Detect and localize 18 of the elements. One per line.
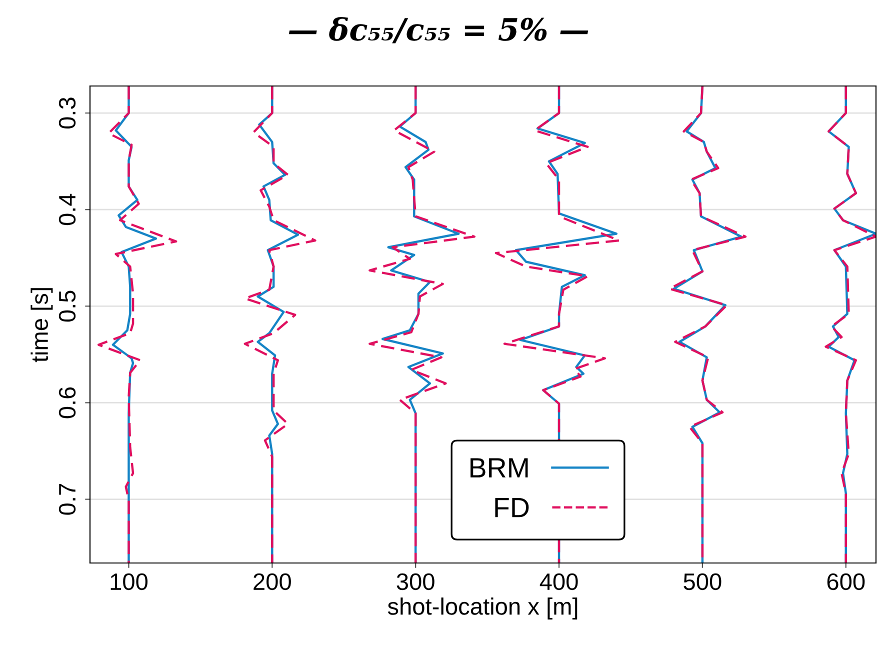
y-tick-label: 0.7 [58,484,76,515]
legend-label: BRM [470,458,528,478]
x-tick-label: 100 [110,573,148,590]
y-tick-label: 0.3 [58,98,76,129]
x-tick-label: 200 [254,573,291,590]
line-series [97,86,178,563]
x-tick-label: 400 [540,573,578,590]
y-axis-title: time [s] [30,288,53,362]
y-tick-label: 0.6 [58,387,76,418]
x-tick-label: 500 [684,573,722,590]
chart-title: — δc₅₅/c₅₅ = 5% — [288,17,588,44]
line-series [244,86,316,563]
legend-label: FD [495,498,529,518]
y-tick-label: 0.4 [58,194,76,226]
x-tick-label: 600 [827,573,865,590]
x-axis-title: shot-location x [m] [388,598,578,620]
y-tick-label: 0.5 [58,290,76,322]
x-tick-label: 300 [396,573,434,590]
